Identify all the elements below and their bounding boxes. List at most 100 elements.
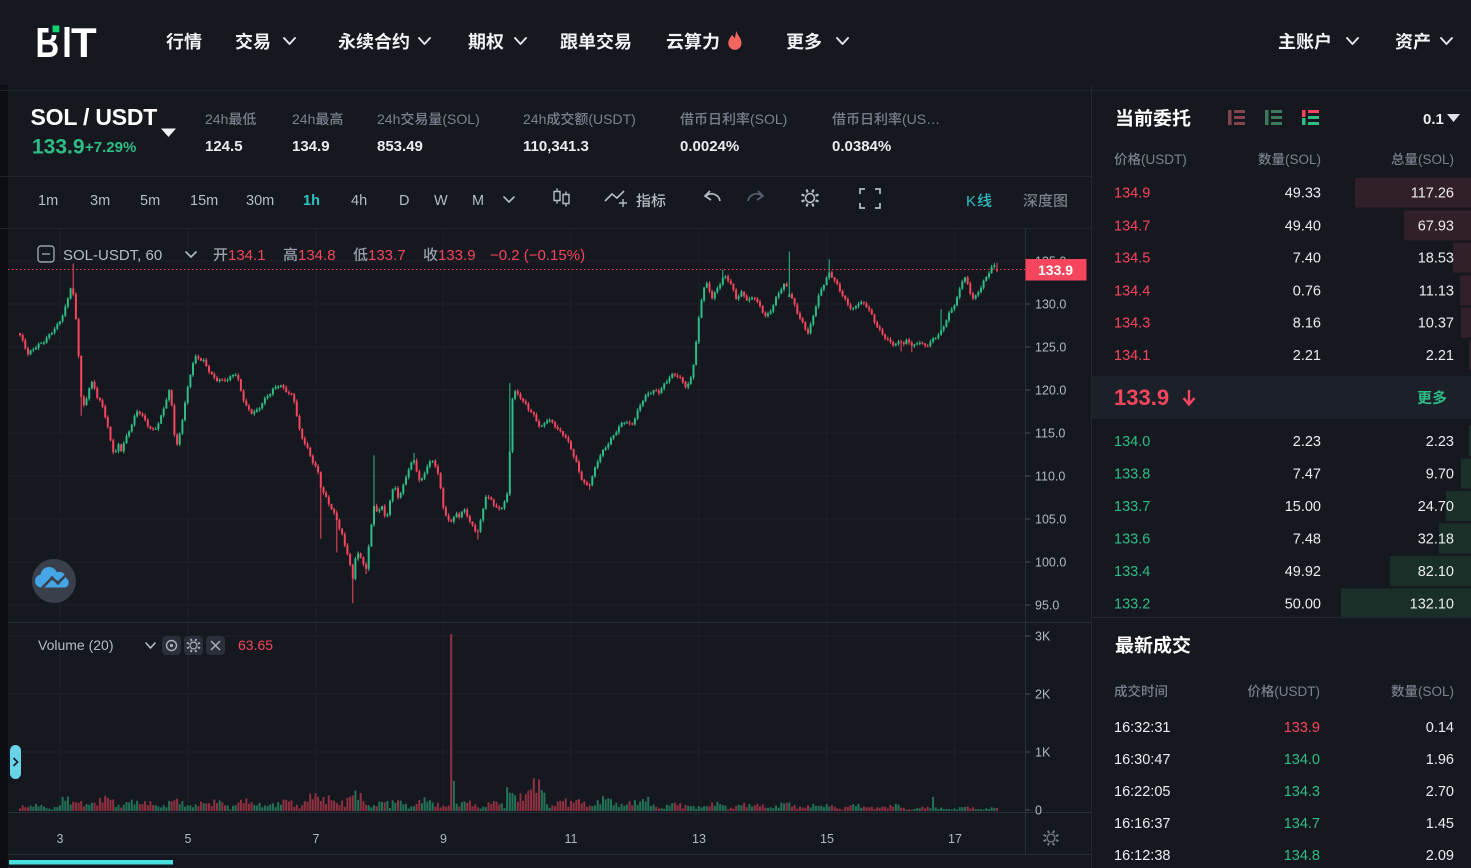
svg-text:1.45: 1.45 [1426,816,1454,832]
svg-text:2.09: 2.09 [1426,848,1454,864]
svg-text:133.9: 133.9 [1114,385,1169,410]
svg-text:100.0: 100.0 [1035,556,1066,570]
svg-text:134.8: 134.8 [298,247,336,264]
svg-text:134.0: 134.0 [1114,434,1150,450]
svg-text:13: 13 [692,832,706,846]
svg-text:120.0: 120.0 [1035,384,1066,398]
svg-text:49.33: 49.33 [1285,186,1321,202]
svg-text:2.21: 2.21 [1426,348,1454,364]
svg-text:50.00: 50.00 [1285,596,1321,612]
svg-text:11.13: 11.13 [1419,283,1454,299]
svg-text:8.16: 8.16 [1293,316,1321,332]
svg-text:SOL-USDT, 60: SOL-USDT, 60 [63,247,162,264]
svg-text:(SOL): (SOL) [750,111,787,127]
svg-text:16:32:31: 16:32:31 [1114,720,1170,736]
svg-text:133.9: 133.9 [1284,720,1320,736]
svg-text:15m: 15m [190,193,218,209]
svg-text:134.3: 134.3 [1114,316,1150,332]
svg-text:24h: 24h [292,111,315,127]
svg-text:133.7: 133.7 [1114,499,1150,515]
svg-text:110.0: 110.0 [1035,470,1065,484]
svg-text:130.0: 130.0 [1035,298,1066,312]
svg-text:134.0: 134.0 [1284,752,1320,768]
svg-text:15.00: 15.00 [1285,499,1321,515]
svg-text:124.5: 124.5 [205,138,243,155]
svg-text:0: 0 [1035,804,1042,818]
svg-text:2.70: 2.70 [1426,784,1454,800]
svg-text:134.7: 134.7 [1114,218,1150,234]
svg-text:134.1: 134.1 [1114,348,1150,364]
svg-text:9: 9 [440,832,447,846]
svg-text:15: 15 [820,832,834,846]
svg-text:133.2: 133.2 [1114,596,1150,612]
svg-text:24h: 24h [377,111,400,127]
svg-text:(SOL): (SOL) [1285,152,1321,167]
svg-text:63.65: 63.65 [238,637,273,653]
svg-text:18.53: 18.53 [1418,251,1454,267]
svg-text:0.0024%: 0.0024% [680,138,739,155]
svg-text:7.47: 7.47 [1293,467,1321,483]
svg-text:110,341.3: 110,341.3 [523,138,589,155]
svg-text:5m: 5m [140,193,160,209]
svg-text:5: 5 [185,832,192,846]
svg-text:9.70: 9.70 [1426,467,1454,483]
svg-text:16:22:05: 16:22:05 [1114,784,1170,800]
svg-text:2.23: 2.23 [1293,434,1321,450]
svg-text:2.23: 2.23 [1426,434,1454,450]
svg-text:11: 11 [565,832,578,846]
svg-text:132.10: 132.10 [1410,596,1454,612]
svg-text:3m: 3m [90,193,110,209]
svg-text:16:12:38: 16:12:38 [1114,848,1170,864]
svg-text:1K: 1K [1035,746,1051,760]
svg-text:K: K [966,193,976,210]
svg-text:133.9: 133.9 [32,136,85,159]
svg-text:4h: 4h [351,193,367,209]
svg-text:3K: 3K [1035,630,1051,644]
svg-text:134.9: 134.9 [1114,186,1150,202]
svg-text:133.7: 133.7 [368,247,406,264]
svg-text:30m: 30m [246,193,274,209]
svg-text:(USDT): (USDT) [1141,152,1187,167]
svg-text:7.48: 7.48 [1293,532,1321,548]
svg-text:1m: 1m [38,193,58,209]
svg-text:134.4: 134.4 [1114,283,1150,299]
svg-text:125.0: 125.0 [1035,341,1066,355]
svg-text:32.18: 32.18 [1418,532,1454,548]
svg-text:16:30:47: 16:30:47 [1114,752,1170,768]
svg-text:24.70: 24.70 [1418,499,1454,515]
svg-text:7: 7 [313,832,320,846]
svg-text:134.8: 134.8 [1284,848,1320,864]
svg-text:0.14: 0.14 [1426,720,1454,736]
svg-text:24h: 24h [523,111,546,127]
svg-text:16:16:37: 16:16:37 [1114,816,1170,832]
svg-text:0.1: 0.1 [1423,111,1444,128]
svg-text:133.6: 133.6 [1114,532,1150,548]
svg-text:17: 17 [948,832,962,846]
svg-text:133.9: 133.9 [1038,262,1073,278]
svg-text:134.7: 134.7 [1284,816,1320,832]
svg-text:133.9: 133.9 [438,247,476,264]
svg-text:3: 3 [57,832,64,846]
svg-text:95.0: 95.0 [1035,599,1059,613]
svg-text:49.92: 49.92 [1285,564,1321,580]
svg-text:134.5: 134.5 [1114,251,1150,267]
svg-text:49.40: 49.40 [1285,218,1321,234]
svg-text:82.10: 82.10 [1418,564,1454,580]
svg-text:D: D [399,193,409,209]
svg-text:2.21: 2.21 [1293,348,1321,364]
svg-text:+7.29%: +7.29% [85,139,136,156]
svg-text:133.4: 133.4 [1114,564,1150,580]
svg-text:24h: 24h [205,111,228,127]
svg-text:(SOL): (SOL) [1418,152,1454,167]
svg-text:133.8: 133.8 [1114,467,1150,483]
svg-text:1.96: 1.96 [1426,752,1454,768]
svg-text:67.93: 67.93 [1418,218,1454,234]
svg-text:−0.2 (−0.15%): −0.2 (−0.15%) [490,247,585,264]
svg-text:0.76: 0.76 [1293,283,1321,299]
svg-text:134.9: 134.9 [292,138,330,155]
svg-text:0.0384%: 0.0384% [832,138,891,155]
svg-text:134.3: 134.3 [1284,784,1320,800]
svg-text:(US…: (US… [902,111,940,127]
svg-text:(SOL): (SOL) [442,111,479,127]
svg-text:10.37: 10.37 [1418,316,1454,332]
